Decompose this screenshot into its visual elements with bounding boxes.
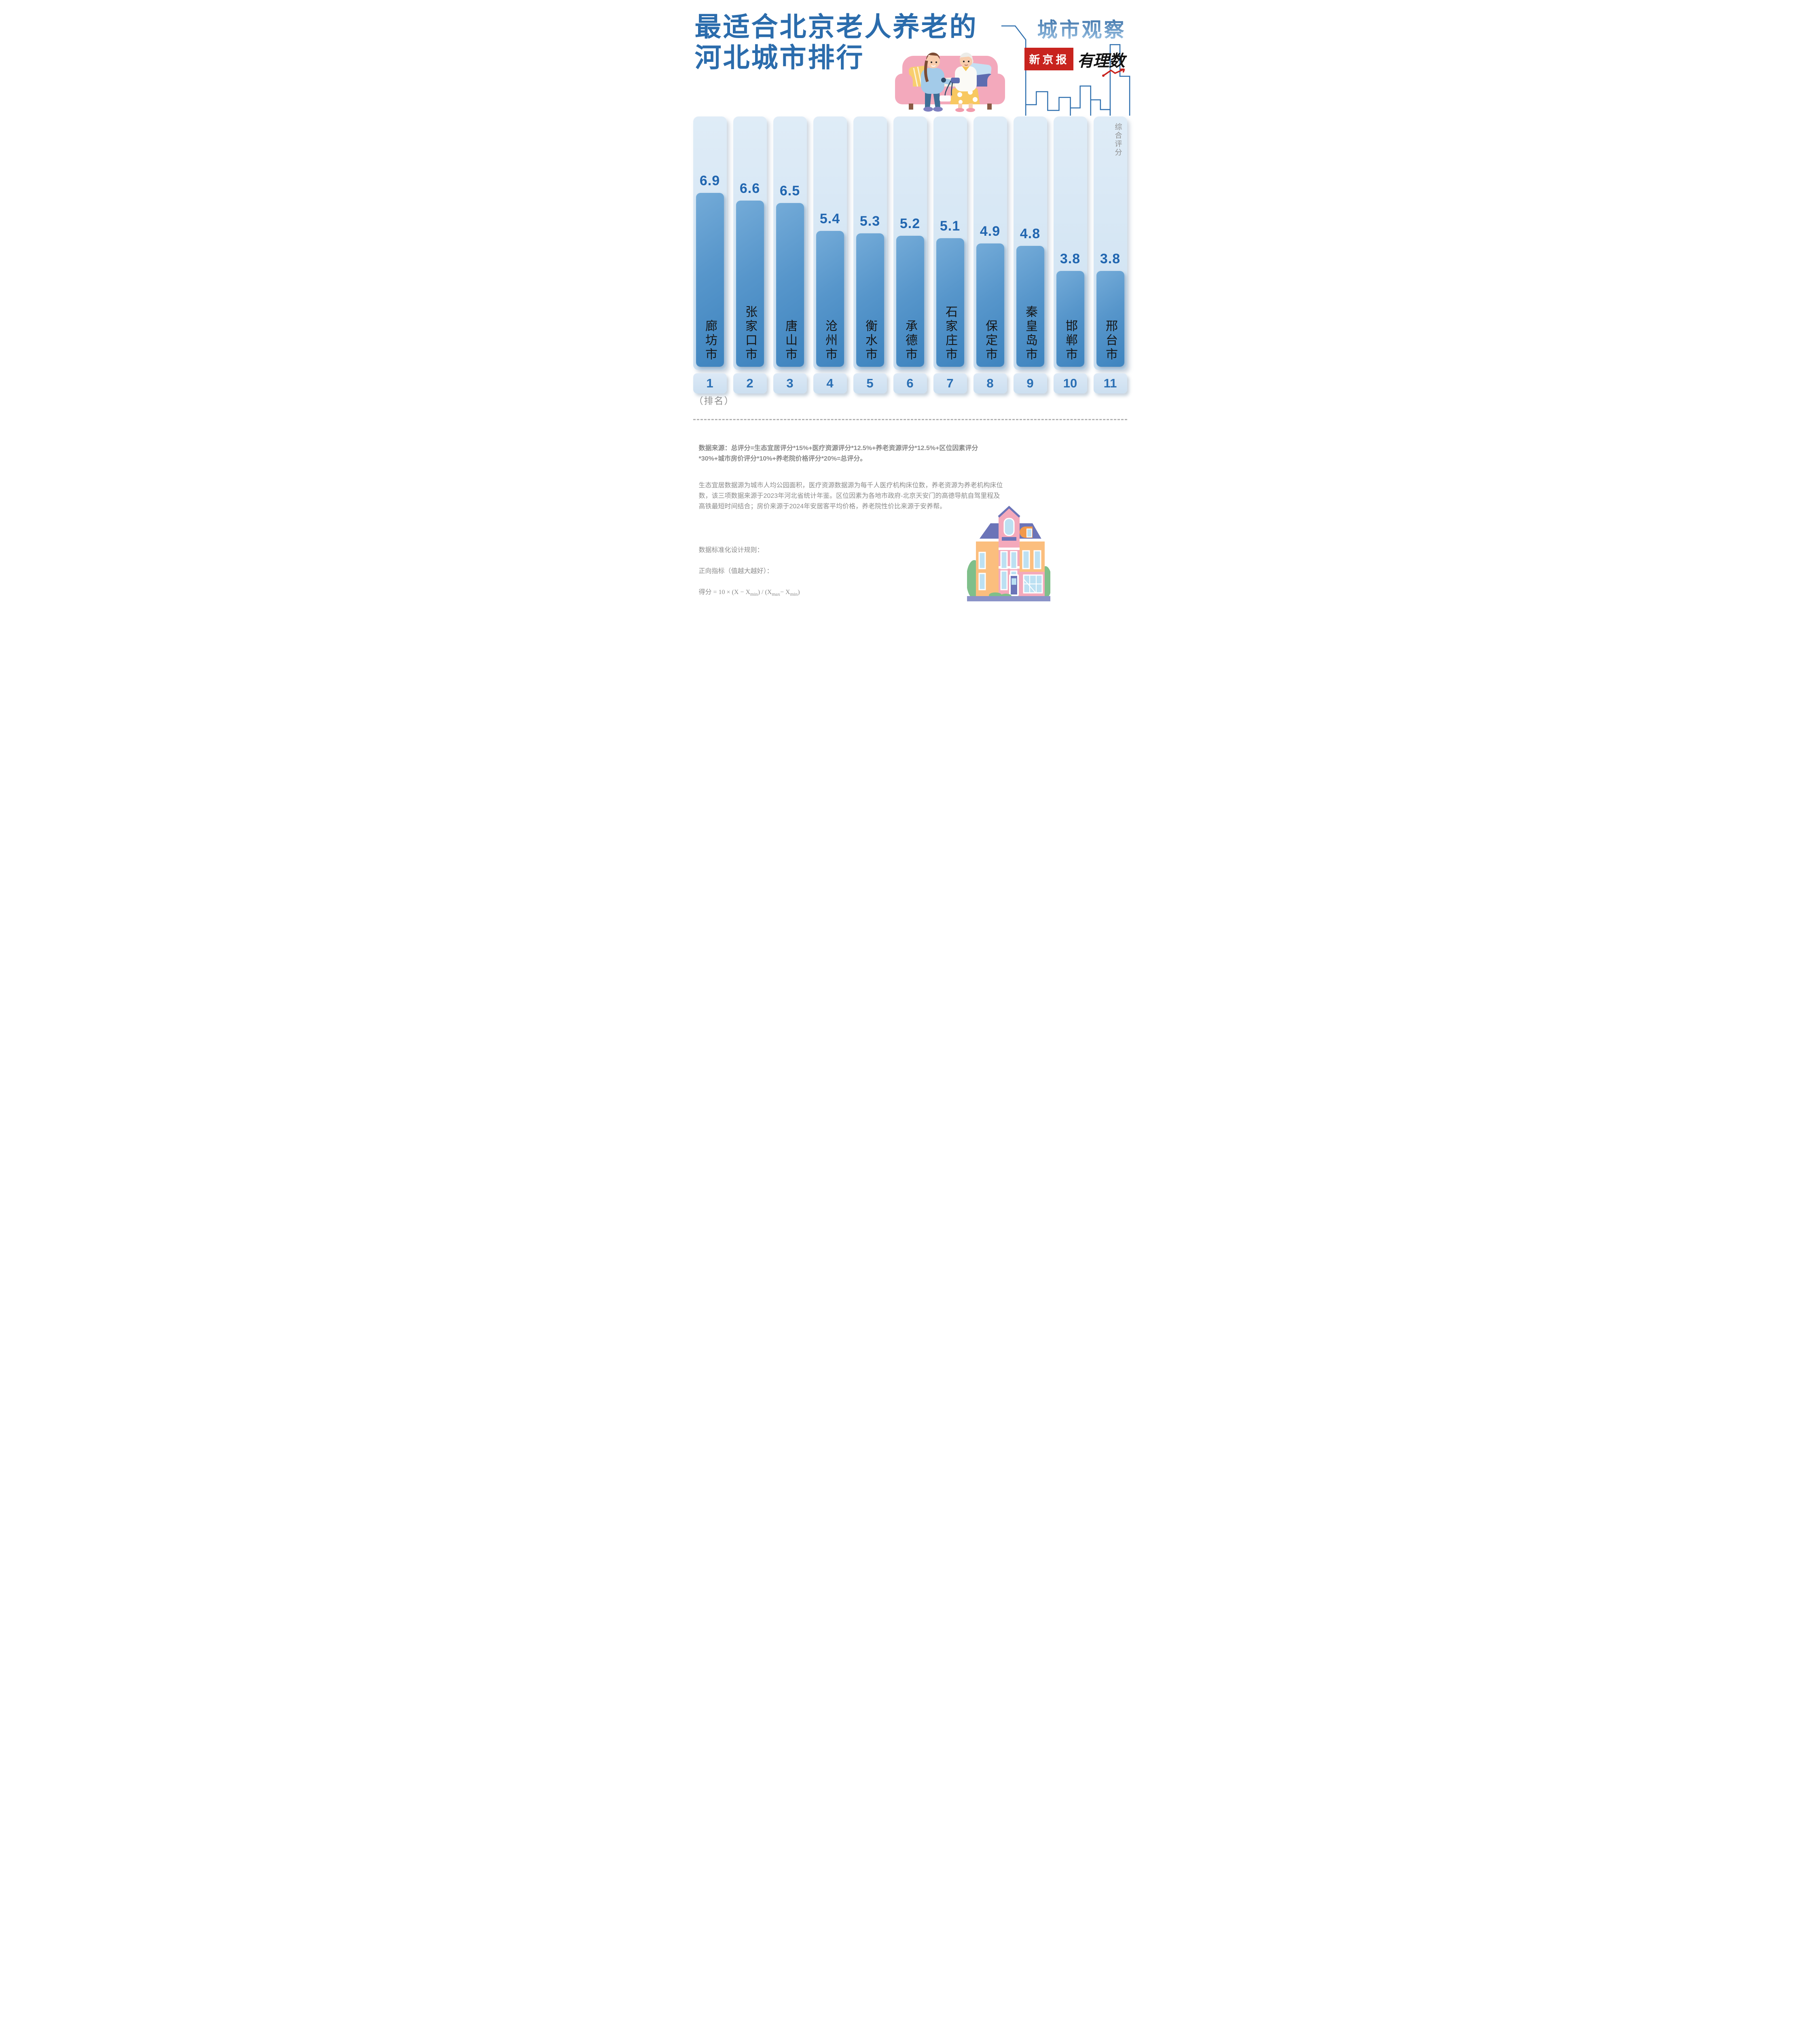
bar: 唐山市 — [776, 203, 804, 367]
bar-track: 6.6 张家口市 — [733, 116, 767, 370]
positive-indicator-formula: 得分 = 10 × (X − Xmin) / (Xmax− Xmin) — [698, 589, 800, 597]
column-logo-text: 有理数 — [1077, 52, 1125, 70]
bar-track: 3.8 邯郸市 — [1053, 116, 1087, 370]
value-label: 5.3 — [859, 213, 880, 229]
value-label: 5.2 — [899, 216, 921, 231]
bar: 保定市 — [976, 243, 1004, 367]
city-label: 衡水市 — [863, 319, 877, 362]
city-label: 石家庄市 — [944, 305, 957, 362]
page-title: 最适合北京老人养老的 河北城市排行 — [694, 12, 978, 72]
city-label: 邢台市 — [1104, 319, 1117, 362]
bar: 邯郸市 — [1056, 271, 1084, 367]
bar: 石家庄市 — [936, 238, 964, 367]
rank-label: 3 — [786, 376, 794, 390]
value-label: 4.9 — [980, 223, 1001, 239]
city-label: 唐山市 — [783, 319, 797, 362]
standardization-rules: 数据标准化设计规则： 正向指标（值越大越好）： 得分 = 10 × (X − X… — [699, 535, 1031, 603]
bar-track: 6.9 廊坊市 — [693, 116, 727, 370]
nurse-elderly-sofa-illustration — [895, 52, 1005, 112]
masthead-label: 城市观察 — [1037, 14, 1126, 43]
rank-label: 9 — [1026, 376, 1034, 390]
bar-track: 4.9 保定市 — [973, 116, 1007, 370]
value-label: 6.5 — [779, 183, 800, 199]
bar-track: 综合评分 3.8 邢台市 — [1093, 116, 1127, 370]
rank-label: 8 — [986, 376, 994, 390]
value-label: 5.4 — [819, 211, 840, 226]
rank-box: 4 — [813, 373, 847, 393]
rank-label: 6 — [906, 376, 914, 390]
city-label: 沧州市 — [823, 319, 837, 362]
bar: 廊坊市 — [696, 193, 724, 367]
bar: 邢台市 — [1096, 271, 1124, 367]
rank-box: 10 — [1053, 373, 1087, 393]
brand-logos: 新京报 有理数 — [1024, 48, 1126, 77]
rank-label: 4 — [826, 376, 834, 390]
value-label: 6.9 — [699, 173, 720, 189]
footer-notes: 数据来源：总评分=生态宜居评分*15%+医疗资源评分*12.5%+养老资源评分*… — [699, 433, 1031, 603]
bar-chart: 6.9 廊坊市 6.6 张家口市 6.5 唐山市 5.4 沧州市 5.3 衡水市… — [693, 116, 1127, 370]
rank-label: 7 — [946, 376, 954, 390]
rules-title: 数据标准化设计规则： — [698, 547, 764, 554]
city-label: 保定市 — [984, 319, 997, 362]
data-source-detail: 生态宜居数据源为城市人均公园面积，医疗资源数据源为每千人医疗机构床位数，养老资源… — [698, 482, 1003, 510]
bar: 衡水市 — [856, 233, 884, 367]
city-label: 秦皇岛市 — [1024, 305, 1037, 362]
bar-track: 5.2 承德市 — [893, 116, 927, 370]
rank-box: 3 — [773, 373, 807, 393]
bar-track: 5.3 衡水市 — [853, 116, 887, 370]
rank-label: 2 — [746, 376, 753, 390]
column-logo: 有理数 — [1077, 48, 1126, 77]
city-label: 邯郸市 — [1064, 319, 1077, 362]
rank-label: 10 — [1063, 376, 1077, 390]
value-label: 3.8 — [1100, 251, 1121, 267]
positive-indicator-title: 正向指标（值越大越好）： — [698, 568, 773, 575]
rank-box: 7 — [933, 373, 967, 393]
rank-box: 1 — [693, 373, 727, 393]
infographic-page: 最适合北京老人养老的 河北城市排行 城市观察 新京报 有理数 — [682, 0, 1138, 603]
retirement-home-illustration — [967, 506, 1050, 601]
value-label: 5.1 — [940, 218, 961, 234]
value-label: 4.8 — [1020, 226, 1041, 241]
city-label: 张家口市 — [743, 305, 757, 362]
rank-row: 1 2 3 4 5 6 7 8 9 10 11 — [693, 373, 1127, 393]
rank-box: 2 — [733, 373, 767, 393]
bar-track: 4.8 秦皇岛市 — [1013, 116, 1047, 370]
city-label: 承德市 — [904, 319, 917, 362]
rank-box: 6 — [893, 373, 927, 393]
bar: 秦皇岛市 — [1016, 246, 1044, 367]
dashed-divider — [693, 419, 1127, 420]
rank-label: 11 — [1103, 376, 1117, 390]
rank-label: 1 — [706, 376, 713, 390]
city-label: 廊坊市 — [703, 319, 717, 362]
red-arrow-icon — [1102, 68, 1125, 77]
bar-track: 5.4 沧州市 — [813, 116, 847, 370]
rank-label: 5 — [866, 376, 874, 390]
rank-box: 9 — [1013, 373, 1047, 393]
bar: 张家口市 — [736, 200, 764, 367]
rank-box: 11 — [1093, 373, 1127, 393]
rank-box: 8 — [973, 373, 1007, 393]
city-skyline-outline-illustration — [1001, 25, 1130, 116]
x-axis-label: （排名） — [694, 396, 734, 406]
rank-box: 5 — [853, 373, 887, 393]
data-source-formula: 数据来源：总评分=生态宜居评分*15%+医疗资源评分*12.5%+养老资源评分*… — [698, 445, 978, 462]
value-label: 3.8 — [1060, 251, 1081, 267]
y-axis-unit-label: 综合评分 — [1114, 123, 1122, 157]
bar-track: 5.1 石家庄市 — [933, 116, 967, 370]
bar-track: 6.5 唐山市 — [773, 116, 807, 370]
newspaper-logo: 新京报 — [1024, 48, 1073, 70]
bar: 承德市 — [896, 236, 924, 367]
value-label: 6.6 — [739, 180, 760, 196]
bar: 沧州市 — [816, 231, 844, 367]
